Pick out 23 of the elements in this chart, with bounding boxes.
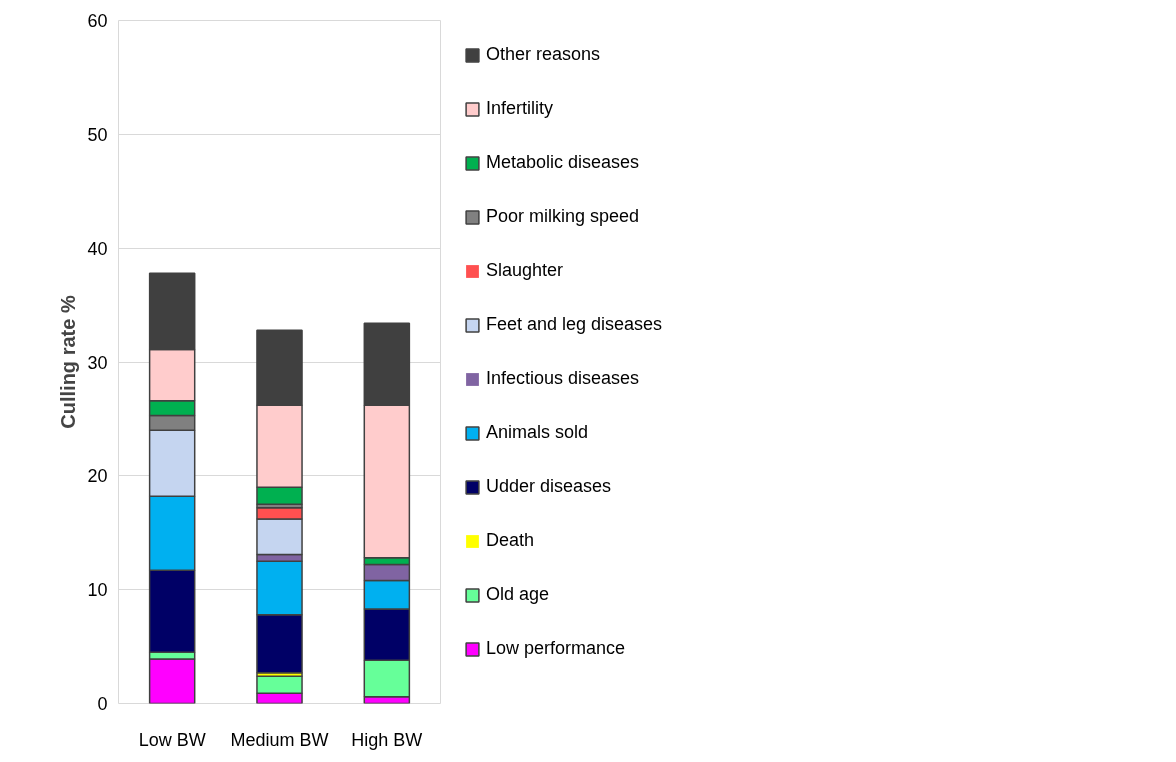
legend-label: Infertility [486, 98, 554, 119]
legend-label: Animals sold [486, 422, 589, 443]
x-tick-label: Low BW [138, 729, 206, 750]
legend-label: Metabolic diseases [486, 152, 640, 173]
legend-label: Low performance [486, 638, 626, 659]
legend-label: Udder diseases [486, 476, 612, 497]
legend-label: Death [486, 530, 535, 551]
legend-label: Other reasons [486, 44, 601, 65]
y-tick-label: 0 [97, 694, 108, 714]
y-tick-label: 40 [87, 238, 108, 259]
legend-label: Old age [486, 584, 550, 605]
y-tick-label: 20 [87, 466, 108, 487]
y-tick-label: 30 [87, 352, 108, 373]
legend-label: Feet and leg diseases [486, 314, 663, 335]
legend-label: Poor milking speed [486, 206, 640, 227]
y-tick-label: 10 [87, 580, 108, 601]
y-axis-title: Culling rate % [57, 295, 80, 429]
x-tick-label: High BW [351, 729, 423, 750]
y-tick-label: 60 [87, 11, 108, 31]
x-tick-label: Medium BW [230, 729, 329, 750]
legend-label: Slaughter [486, 260, 564, 281]
legend-label: Infectious diseases [486, 368, 640, 389]
y-tick-label: 50 [87, 124, 108, 145]
